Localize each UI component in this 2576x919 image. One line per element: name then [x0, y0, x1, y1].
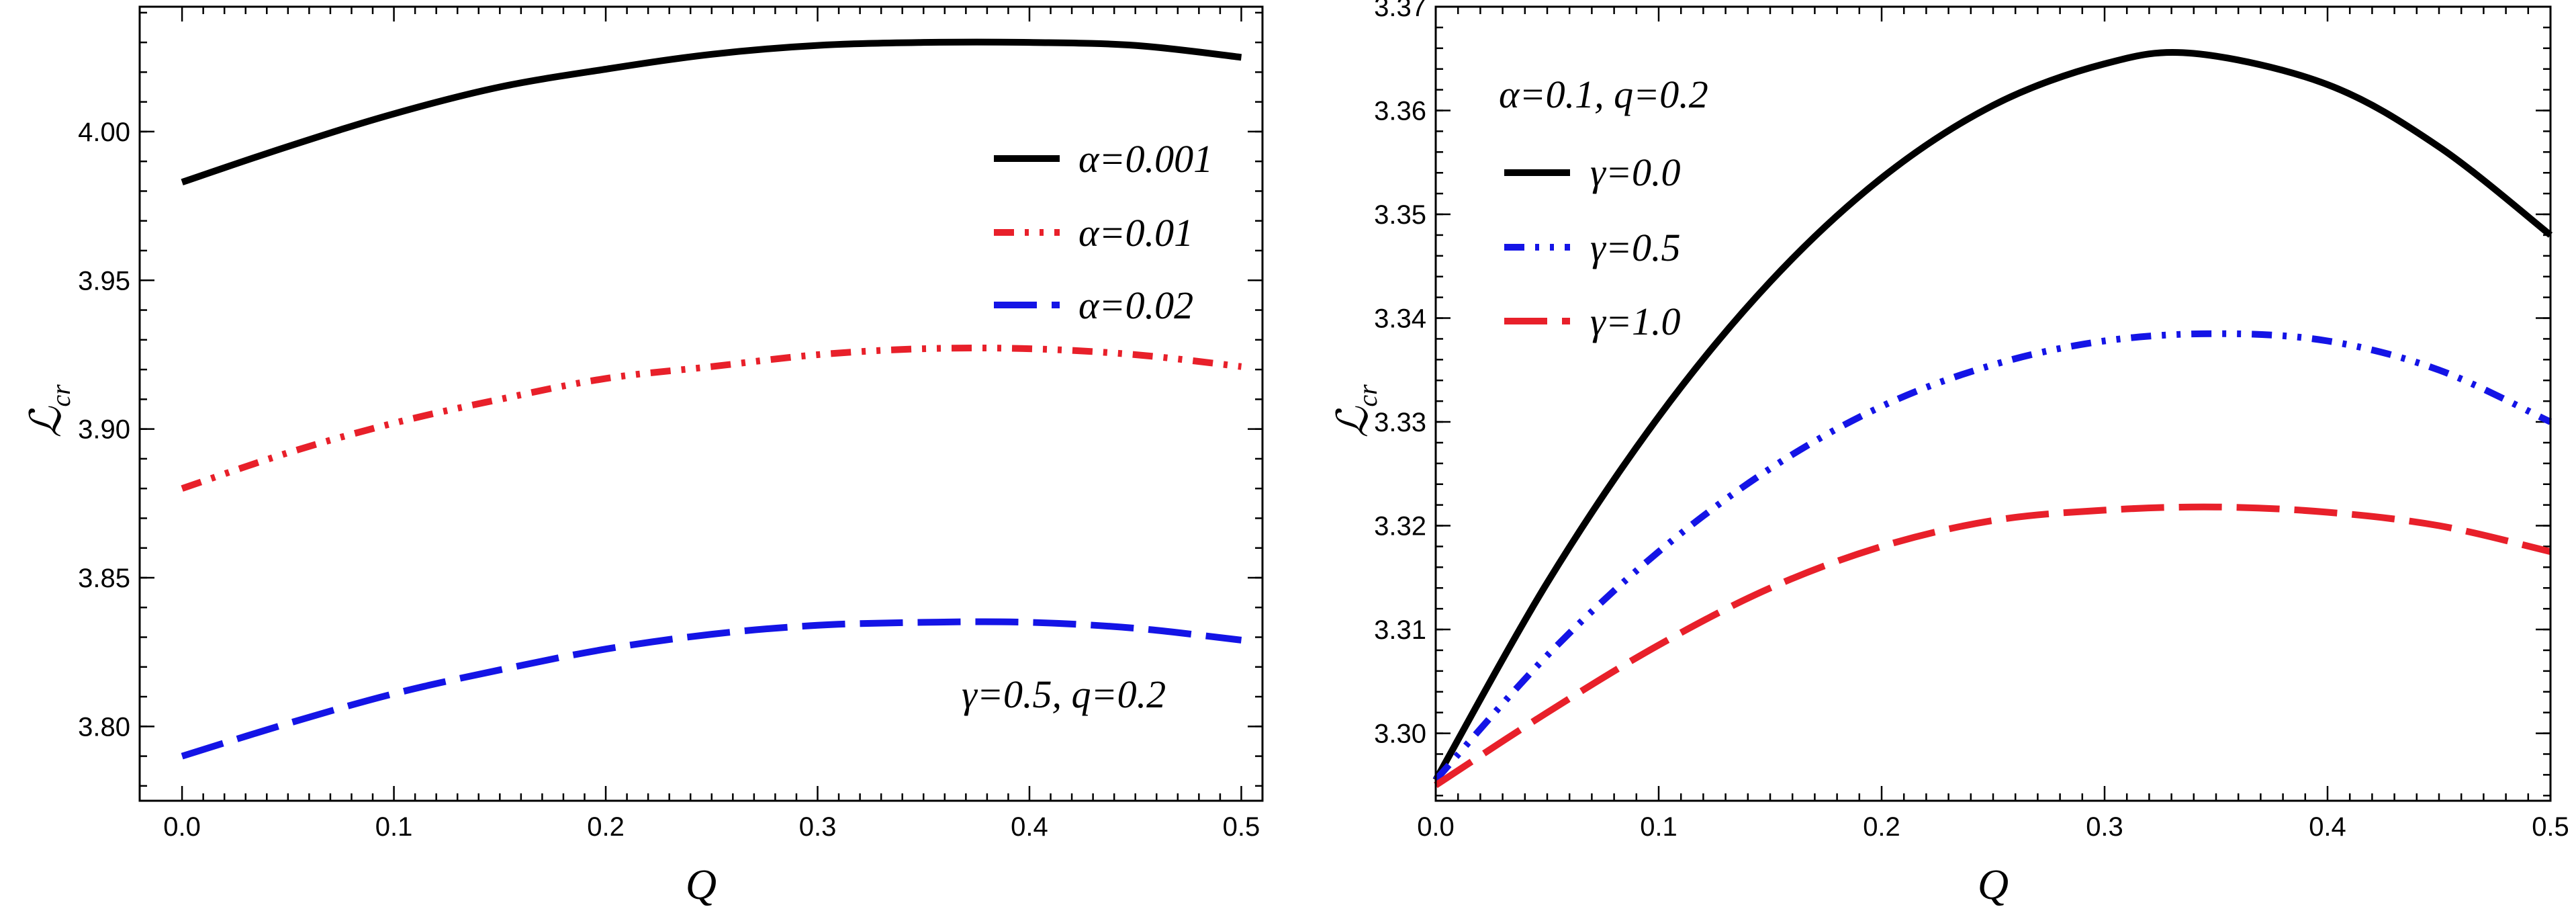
x-tick-label: 0.4	[2309, 812, 2346, 842]
x-tick-label: 0.4	[1011, 812, 1048, 842]
series-line-1	[181, 344, 1242, 492]
right-panel: 0.0 0.1 0.2 0.3 0.4 0.5 3.30 3.31 3.32 3.33 3.34 3.…	[1329, 0, 2569, 908]
right-parameter-annotation: α=0.1, q=0.2	[1499, 73, 1708, 116]
y-tick-label: 3.90	[78, 415, 130, 445]
right-y-axis-title-main: ℒ	[1329, 406, 1377, 438]
y-tick-label: 3.30	[1374, 719, 1426, 749]
left-ticks: 0.0 0.1 0.2 0.3 0.4 0.5 3.80 3.85 3.90 3.95 4.00	[78, 7, 1262, 842]
right-curves	[1432, 48, 2553, 788]
y-tick-label: 4.00	[78, 118, 130, 147]
left-plot-frame	[138, 5, 1264, 802]
right-plot-frame	[1434, 5, 2552, 802]
right-legend: γ=0.0 γ=0.5 γ=1.0	[1504, 150, 1681, 343]
right-x-axis-title: Q	[1978, 861, 2009, 908]
series-line-1	[1433, 330, 2552, 783]
x-tick-label: 0.0	[163, 812, 201, 842]
x-tick-label: 0.0	[1417, 812, 1455, 842]
right-ticks: 0.0 0.1 0.2 0.3 0.4 0.5 3.30 3.31 3.32 3.33 3.34 3.…	[1374, 0, 2569, 842]
legend-label-gamma-05: γ=0.5	[1590, 226, 1681, 269]
left-panel: 0.0 0.1 0.2 0.3 0.4 0.5 3.80 3.85 3.90 3.95 4.00 α…	[22, 5, 1264, 908]
y-tick-label: 3.85	[78, 564, 130, 593]
left-x-axis-title: Q	[686, 861, 717, 908]
y-tick-label: 3.32	[1374, 512, 1426, 541]
left-y-axis-title-main: ℒ	[22, 406, 70, 438]
left-y-axis-title-sub: cr	[46, 384, 76, 407]
x-tick-label: 0.5	[2532, 812, 2569, 842]
left-y-axis-title: ℒcr	[22, 384, 76, 438]
x-tick-label: 0.5	[1223, 812, 1260, 842]
x-tick-label: 0.3	[799, 812, 837, 842]
y-tick-label: 3.35	[1374, 200, 1426, 230]
right-y-axis-title: ℒcr	[1329, 384, 1383, 438]
series-line-2	[1434, 503, 2552, 788]
left-curves	[181, 38, 1242, 760]
y-tick-label: 3.34	[1374, 304, 1426, 334]
right-y-axis-title-sub: cr	[1352, 384, 1383, 407]
y-tick-label: 3.33	[1374, 408, 1426, 437]
x-tick-label: 0.1	[1640, 812, 1677, 842]
y-tick-label: 3.36	[1374, 97, 1426, 126]
x-tick-label: 0.1	[375, 812, 413, 842]
legend-label-gamma-10: γ=1.0	[1590, 300, 1681, 343]
left-legend: α=0.001 α=0.01 α=0.02	[994, 137, 1213, 327]
series-line-0	[1432, 48, 2553, 782]
legend-label-alpha-001: α=0.01	[1078, 211, 1193, 255]
legend-label-gamma-00: γ=0.0	[1590, 150, 1681, 194]
series-line-0	[181, 38, 1242, 185]
series-line-2	[181, 618, 1242, 760]
x-tick-label: 0.3	[2086, 812, 2123, 842]
x-tick-label: 0.2	[587, 812, 625, 842]
y-tick-label: 3.80	[78, 712, 130, 742]
left-parameter-annotation: γ=0.5, q=0.2	[962, 672, 1166, 716]
legend-label-alpha-0001: α=0.001	[1078, 137, 1213, 181]
y-tick-label: 3.37	[1374, 0, 1426, 22]
x-tick-label: 0.2	[1863, 812, 1900, 842]
y-tick-label: 3.95	[78, 266, 130, 296]
legend-label-alpha-002: α=0.02	[1078, 283, 1193, 327]
y-tick-label: 3.31	[1374, 615, 1426, 645]
